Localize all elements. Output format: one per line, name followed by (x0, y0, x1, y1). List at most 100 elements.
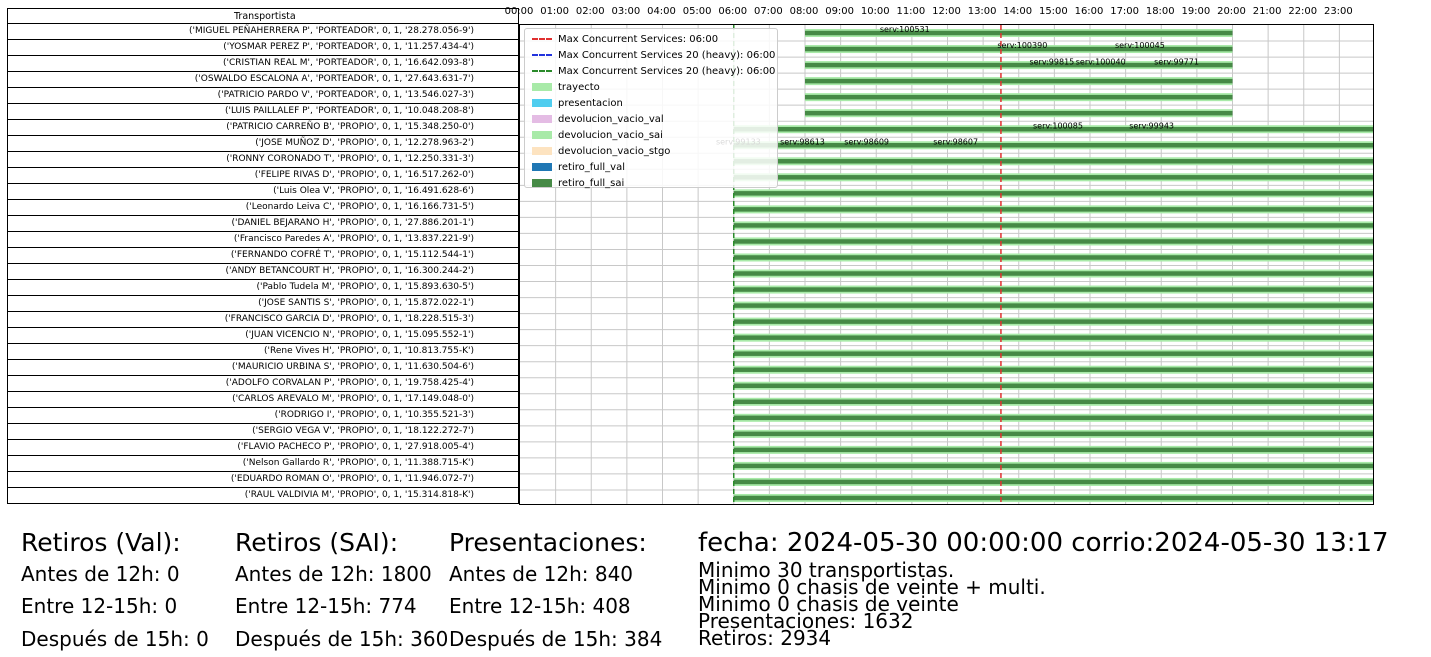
val-before12: Antes de 12h: 0 (21, 562, 180, 586)
hour-tick-label: 23:00 (1323, 6, 1353, 17)
chart-legend: Max Concurrent Services: 06:00 Max Concur… (524, 28, 778, 191)
retiro-bar (805, 94, 1233, 100)
service-annotation: serv:99815 (1029, 57, 1074, 66)
table-row: ('RODRIGO I', 'PROPIO', 0, 1, '10.355.52… (7, 408, 519, 424)
hour-tick-label: 11:00 (896, 6, 926, 17)
legend-item: devolucion_vacio_sai (532, 129, 663, 143)
legend-swatch (532, 179, 552, 187)
hour-tick-label: 04:00 (647, 6, 676, 17)
table-row: ('RAUL VALDIVIA M', 'PROPIO', 0, 1, '15.… (7, 488, 519, 504)
legend-label: Max Concurrent Services: 06:00 (558, 34, 719, 45)
service-annotation: serv:100085 (1033, 121, 1083, 130)
table-row: ('MIGUEL PEÑAHERRERA P', 'PORTEADOR', 0,… (7, 24, 519, 40)
table-row: ('EDUARDO ROMAN O', 'PROPIO', 0, 1, '11.… (7, 472, 519, 488)
val-between: Entre 12-15h: 0 (21, 594, 178, 618)
service-annotation: serv:100531 (880, 25, 930, 34)
hour-tick-label: 08:00 (789, 6, 819, 17)
retiro-bar (733, 159, 1373, 164)
table-row: ('FELIPE RIVAS D', 'PROPIO', 0, 1, '16.5… (7, 168, 519, 184)
note-presentaciones: Presentaciones: 1632 (698, 609, 914, 633)
legend-item: presentacion (532, 97, 623, 111)
retiro-bar (733, 495, 1373, 501)
table-row: ('RONNY CORONADO T', 'PROPIO', 0, 1, '12… (7, 152, 519, 168)
run-date: fecha: 2024-05-30 00:00:00 corrio:2024-0… (698, 528, 1389, 558)
retiro-bar (733, 271, 1373, 276)
val-after15: Después de 15h: 0 (21, 627, 209, 651)
hour-tick-label: 12:00 (932, 6, 961, 17)
table-row: ('JOSE SANTIS S', 'PROPIO', 0, 1, '15.87… (7, 296, 519, 312)
hour-tick-label: 18:00 (1145, 6, 1175, 17)
table-row: ('Rene Vives H', 'PROPIO', 0, 1, '10.813… (7, 344, 519, 360)
table-row: ('PATRICIO CARREÑO B', 'PROPIO', 0, 1, '… (7, 120, 519, 136)
table-row: ('Leonardo Leiva C', 'PROPIO', 0, 1, '16… (7, 200, 519, 216)
table-row: ('Nelson Gallardo R', 'PROPIO', 0, 1, '1… (7, 456, 519, 472)
legend-swatch (532, 147, 552, 155)
service-annotation: serv:98613 (780, 137, 825, 146)
retiro-bar (733, 319, 1373, 324)
sai-between: Entre 12-15h: 774 (235, 594, 417, 618)
hour-tick-label: 03:00 (611, 6, 641, 17)
note-retiros: Retiros: 2934 (698, 626, 832, 650)
legend-item: devolucion_vacio_val (532, 113, 664, 127)
legend-label: retiro_full_val (558, 162, 625, 173)
table-row: ('FRANCISCO GARCIA D', 'PROPIO', 0, 1, '… (7, 312, 519, 328)
sai-title: Retiros (SAI): (235, 528, 399, 557)
hour-tick-label: 10:00 (860, 6, 890, 17)
legend-swatch (532, 54, 552, 56)
retiro-bar (805, 78, 1233, 84)
service-annotation: serv:99943 (1129, 121, 1174, 130)
driver-table: Transportista ('MIGUEL PEÑAHERRERA P', '… (7, 8, 519, 505)
table-row: ('MAURICIO URBINA S', 'PROPIO', 0, 1, '1… (7, 360, 519, 376)
table-row: ('ANDY BETANCOURT H', 'PROPIO', 0, 1, '1… (7, 264, 519, 280)
hour-tick-label: 21:00 (1252, 6, 1282, 17)
legend-label: Max Concurrent Services 20 (heavy): 06:0… (558, 50, 776, 61)
retiro-bar (733, 335, 1373, 340)
retiro-bar (733, 255, 1373, 260)
legend-label: devolucion_vacio_sai (558, 130, 663, 141)
legend-item: retiro_full_sai (532, 177, 624, 191)
pres-before12: Antes de 12h: 840 (449, 562, 634, 586)
legend-label: retiro_full_sai (558, 178, 625, 189)
val-title: Retiros (Val): (21, 528, 181, 557)
retiro-bar (733, 126, 1373, 132)
retiro-bar (733, 431, 1373, 437)
table-row: ('Pablo Tudela M', 'PROPIO', 0, 1, '15.8… (7, 280, 519, 296)
legend-item: retiro_full_val (532, 161, 625, 175)
legend-item: Max Concurrent Services: 06:00 (532, 33, 718, 47)
legend-item: devolucion_vacio_stgo (532, 145, 670, 159)
table-row: ('DANIEL BEJARANO H', 'PROPIO', 0, 1, '2… (7, 216, 519, 232)
service-annotation: serv:100040 (1076, 57, 1126, 66)
legend-item: Max Concurrent Services 20 (heavy): 06:0… (532, 65, 775, 79)
retiro-bar (733, 207, 1373, 212)
retiro-bar (733, 287, 1373, 292)
legend-label: Max Concurrent Services 20 (heavy): 06:0… (558, 66, 776, 77)
notes-block: Minimo 30 transportistas. Minimo 0 chasi… (698, 560, 1046, 650)
hour-tick-label: 09:00 (825, 6, 855, 17)
table-row: ('OSWALDO ESCALONA A', 'PORTEADOR', 0, 1… (7, 72, 519, 88)
legend-item: trayecto (532, 81, 600, 95)
table-row: ('Luis Olea V', 'PROPIO', 0, 1, '16.491.… (7, 184, 519, 200)
hour-tick-label: 00:00 (504, 6, 534, 17)
note-chasis: Minimo 0 chasis de veinte (698, 592, 959, 616)
legend-label: devolucion_vacio_val (558, 114, 664, 125)
retiro-bar (733, 223, 1373, 228)
pres-between: Entre 12-15h: 408 (449, 594, 631, 618)
table-row: ('SERGIO VEGA V', 'PROPIO', 0, 1, '18.12… (7, 424, 519, 440)
legend-label: devolucion_vacio_stgo (558, 146, 671, 157)
retiro-bar (733, 303, 1373, 308)
service-annotation: serv:98607 (933, 137, 978, 146)
legend-label: presentacion (558, 98, 623, 109)
table-row: ('FLAVIO PACHECO P', 'PROPIO', 0, 1, '27… (7, 440, 519, 456)
retiro-bar (733, 479, 1373, 485)
table-row: ('JOSE MUÑOZ D', 'PROPIO', 0, 1, '12.278… (7, 136, 519, 152)
service-annotation: serv:100390 (997, 41, 1047, 50)
legend-swatch (532, 115, 552, 123)
service-annotation: serv:99771 (1154, 57, 1199, 66)
hour-tick-label: 19:00 (1181, 6, 1211, 17)
pres-after15: Después de 15h: 384 (449, 627, 663, 651)
retiro-bar (805, 110, 1233, 116)
hour-tick-label: 01:00 (540, 6, 570, 17)
legend-swatch (532, 83, 552, 91)
table-row: ('LUIS PAILLALEF P', 'PORTEADOR', 0, 1, … (7, 104, 519, 120)
table-row: ('CARLOS AREVALO M', 'PROPIO', 0, 1, '17… (7, 392, 519, 408)
